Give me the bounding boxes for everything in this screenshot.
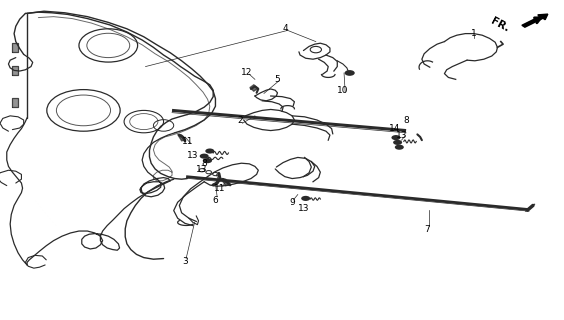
Polygon shape [221,179,230,186]
Polygon shape [12,43,18,52]
Polygon shape [12,66,18,75]
Circle shape [203,158,212,163]
Circle shape [393,140,402,145]
Text: 9: 9 [289,198,295,207]
Text: 7: 7 [425,225,430,234]
Circle shape [301,196,310,201]
Circle shape [391,135,400,140]
Text: 1: 1 [471,29,477,38]
Polygon shape [178,134,185,141]
Circle shape [345,70,355,76]
Text: 13: 13 [298,204,309,213]
FancyArrow shape [522,14,548,27]
Text: 13: 13 [196,165,208,174]
Text: 5: 5 [275,75,280,84]
Text: 14: 14 [389,124,400,133]
Text: 4: 4 [283,24,288,33]
Text: 8: 8 [403,116,409,124]
Circle shape [205,148,214,154]
Text: 12: 12 [241,68,253,76]
Circle shape [395,145,404,150]
Text: 2: 2 [237,116,243,125]
Text: 11: 11 [214,184,226,193]
Text: 10: 10 [337,86,349,95]
Text: 11: 11 [182,137,193,146]
Circle shape [200,154,209,159]
Polygon shape [12,98,18,107]
Text: 13: 13 [396,131,407,140]
Text: 13: 13 [187,151,199,160]
Text: 6: 6 [213,196,218,204]
Text: 8: 8 [201,159,207,168]
Text: 3: 3 [182,257,188,266]
Text: FR.: FR. [488,16,510,34]
Polygon shape [250,85,258,91]
